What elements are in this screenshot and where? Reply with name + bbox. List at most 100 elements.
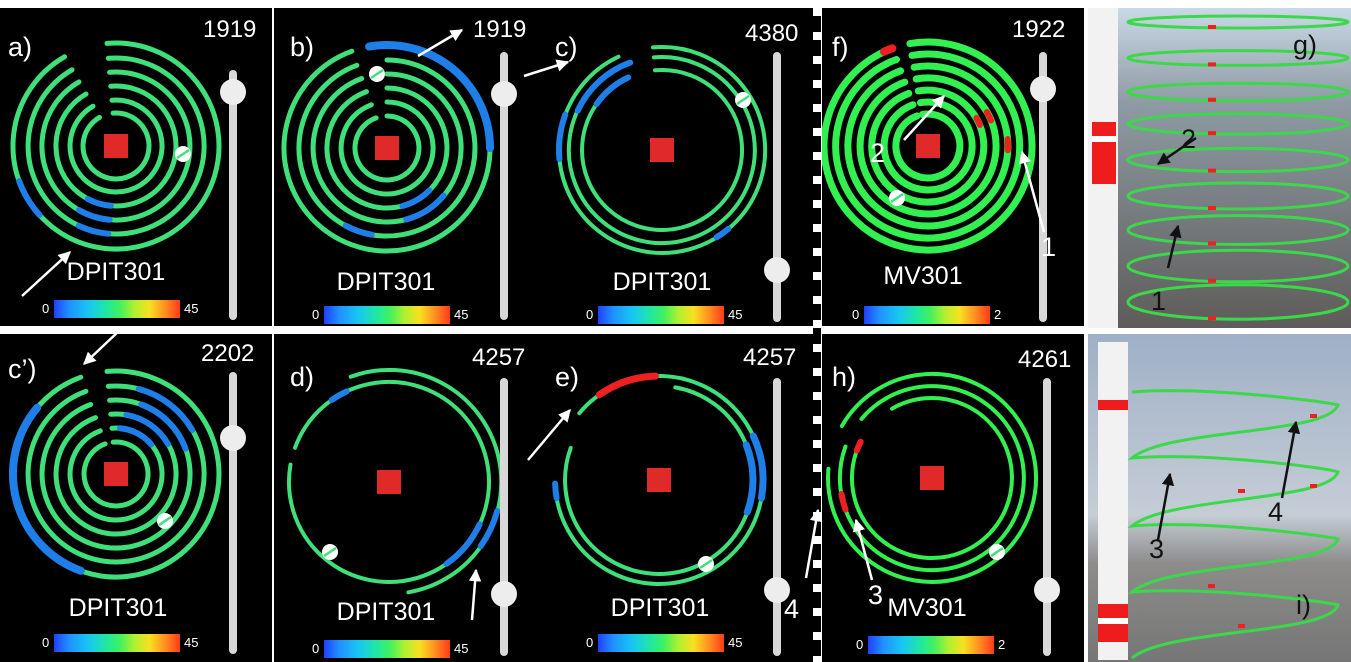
slider-knob-icon[interactable] — [220, 79, 246, 105]
colorbar-min-b: 0 — [312, 307, 320, 322]
spiral-ring — [39, 69, 193, 223]
high-value-segment — [1208, 97, 1216, 102]
helix-loop — [1126, 283, 1350, 321]
panel-b: b) 1919 DPIT301 0 45 — [274, 8, 539, 326]
center-square-icon — [104, 462, 128, 486]
low-value-segment — [117, 425, 155, 448]
time-slider-c-prime[interactable] — [229, 372, 237, 654]
center-square-icon — [920, 466, 944, 490]
panel-d: d) 4257 DPIT301 0 45 — [274, 334, 539, 662]
spiral-ring — [310, 71, 464, 225]
slider-knob-icon[interactable] — [764, 577, 790, 603]
marker-2-f: 2 — [870, 138, 886, 168]
time-pole-marker — [1092, 136, 1116, 142]
high-value-segment — [1208, 131, 1216, 136]
high-value-segment — [1208, 278, 1216, 283]
high-value-segment — [1208, 25, 1216, 29]
low-value-segment — [749, 432, 767, 502]
spiral-ring — [338, 99, 436, 197]
low-value-segment — [328, 388, 350, 404]
colorbar-max-e: 45 — [728, 635, 743, 650]
high-value-segment — [1208, 206, 1216, 210]
slider-knob-icon[interactable] — [491, 581, 517, 607]
spiral-ring — [822, 38, 1036, 254]
low-value-segment — [477, 508, 501, 550]
time-pole-marker — [1098, 618, 1128, 624]
panel-label-g: g) — [1293, 30, 1318, 60]
playhead-marker-icon — [158, 515, 172, 527]
time-slider-d[interactable] — [500, 378, 508, 656]
panel-label-a: a) — [8, 32, 33, 62]
slider-knob-icon[interactable] — [764, 257, 790, 283]
spiral-ring — [25, 55, 207, 237]
colorbar-min-a: 0 — [42, 301, 50, 316]
helix-loop — [1126, 49, 1350, 67]
spiral-plot-a — [10, 40, 222, 252]
helix-loop — [1126, 112, 1350, 136]
center-square-icon — [650, 138, 674, 162]
colorbar-c-prime — [54, 634, 180, 652]
sensor-name-h: MV301 — [887, 594, 967, 622]
sensor-name-d: DPIT301 — [336, 598, 436, 626]
colorbar-f — [864, 306, 990, 324]
colorbar-max-a: 45 — [184, 301, 199, 316]
marker-1-f: 1 — [1041, 232, 1057, 262]
colorbar-c — [598, 306, 724, 324]
center-square-icon — [647, 468, 671, 492]
high-value-segment — [1310, 414, 1317, 418]
low-value-segment — [742, 441, 757, 516]
high-value-segment — [880, 44, 897, 56]
center-square-icon — [104, 134, 128, 158]
low-value-segment — [593, 74, 632, 108]
colorbar-a — [54, 300, 180, 318]
colorbar-max-c: 45 — [728, 307, 743, 322]
spiral-ring — [296, 57, 478, 239]
slider-knob-icon[interactable] — [220, 425, 246, 451]
time-slider-c[interactable] — [773, 52, 781, 322]
panel-label-e: e) — [555, 362, 580, 392]
time-pole-marker — [1098, 400, 1128, 410]
time-slider-e[interactable] — [773, 378, 781, 656]
slider-knob-icon[interactable] — [491, 81, 517, 107]
sensor-name-e: DPIT301 — [610, 594, 710, 622]
helix-view-g — [1088, 8, 1351, 328]
panel-e: e) 4257 4 DPIT301 0 45 — [539, 334, 813, 662]
time-slider-a[interactable] — [229, 70, 237, 320]
helix-loop — [1126, 81, 1350, 103]
helix-loop — [1126, 248, 1350, 284]
time-slider-h[interactable] — [1043, 378, 1051, 656]
sensor-name-a: DPIT301 — [66, 258, 166, 286]
low-value-segment — [75, 222, 112, 237]
center-square-icon — [375, 136, 399, 160]
low-value-segment — [403, 192, 447, 223]
frame-number-h: 4261 — [1018, 346, 1072, 373]
spiral-ring — [849, 396, 1014, 560]
spiral-ring — [880, 98, 976, 194]
playhead-marker-icon — [890, 192, 904, 204]
helix-loop — [1126, 146, 1350, 174]
colorbar-min-d: 0 — [312, 641, 320, 656]
spiral-ring — [566, 55, 757, 245]
spiral-ring — [580, 67, 745, 232]
spiral-ring — [10, 40, 222, 252]
slider-knob-icon[interactable] — [1030, 76, 1056, 102]
time-slider-b[interactable] — [500, 52, 508, 320]
frame-number-b: 1919 — [473, 16, 527, 43]
panel-label-i: i) — [1296, 590, 1311, 620]
colorbar-min-f: 0 — [852, 307, 860, 322]
playhead-marker-icon — [990, 546, 1004, 558]
frame-number-a: 1919 — [203, 16, 257, 43]
low-value-segment — [84, 196, 114, 209]
high-value-segment — [1238, 489, 1245, 493]
slider-knob-icon[interactable] — [1034, 577, 1060, 603]
low-value-segment — [135, 386, 196, 433]
colorbar-max-b: 45 — [454, 307, 469, 322]
sensor-name-b: DPIT301 — [336, 268, 436, 296]
low-value-segment — [138, 401, 189, 452]
spiral-plot-c — [556, 44, 768, 255]
marker-3-h: 3 — [868, 580, 884, 610]
frame-number-f: 1922 — [1012, 16, 1066, 43]
low-value-segment — [16, 178, 43, 218]
high-value-segment — [595, 372, 659, 399]
colorbar-min-e: 0 — [586, 635, 594, 650]
